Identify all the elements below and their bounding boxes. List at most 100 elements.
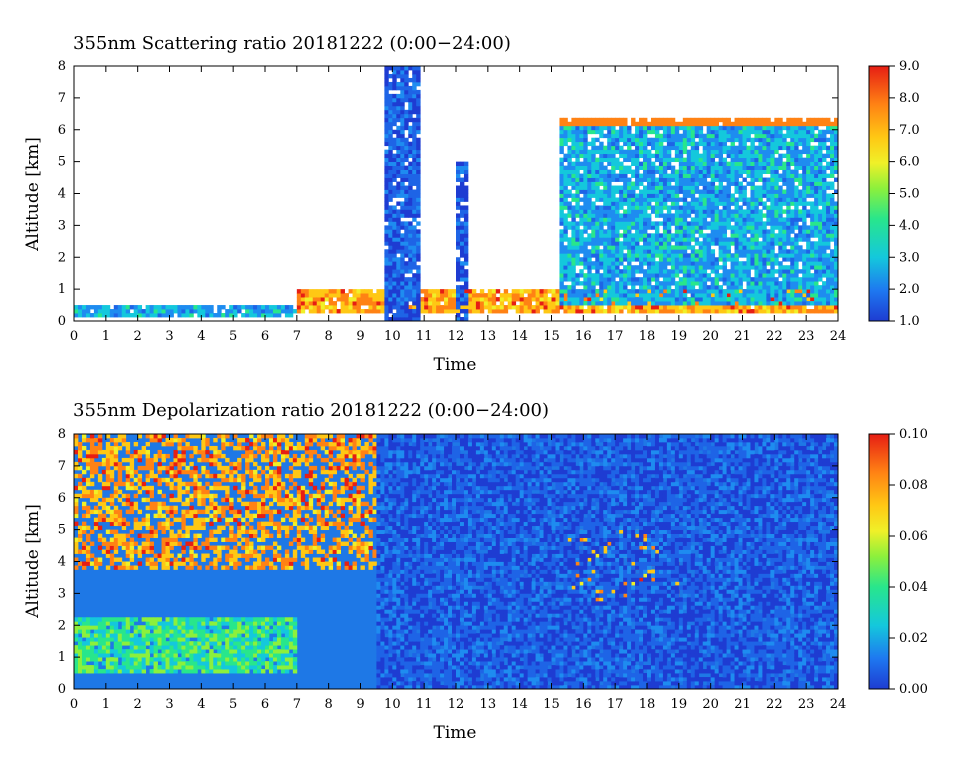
heatmap-cell <box>706 189 712 194</box>
heatmap-cell <box>392 153 397 159</box>
heatmap-cell <box>591 193 596 198</box>
heatmap-cell <box>643 293 648 298</box>
heatmap-cell <box>547 305 552 310</box>
heatmap-cell <box>734 137 739 143</box>
heatmap-cell <box>611 129 616 135</box>
heatmap-cell <box>686 161 692 167</box>
heatmap-cell <box>774 217 779 222</box>
heatmap-cell <box>678 169 684 174</box>
heatmap-cell <box>463 277 469 282</box>
heatmap-cell <box>408 125 413 131</box>
heatmap-cell <box>627 189 632 194</box>
heatmap-cell <box>137 549 143 554</box>
heatmap-cell <box>559 181 564 186</box>
heatmap-cell <box>666 165 672 170</box>
heatmap-cell <box>810 285 815 290</box>
heatmap-cell <box>388 265 393 270</box>
heatmap-cell <box>770 221 775 226</box>
heatmap-cell <box>698 309 704 314</box>
heatmap-cell <box>575 249 580 254</box>
heatmap-cell <box>766 193 771 198</box>
heatmap-cell <box>662 233 668 238</box>
heatmap-cell <box>440 293 445 298</box>
heatmap-cell <box>97 305 103 310</box>
heatmap-cell <box>416 297 421 302</box>
heatmap-cell <box>579 221 584 226</box>
heatmap-cell <box>81 549 87 554</box>
heatmap-cell <box>623 165 628 170</box>
heatmap-cell <box>571 297 576 302</box>
heatmap-cell <box>834 141 839 147</box>
heatmap-cell <box>97 445 103 451</box>
heatmap-cell <box>718 117 724 123</box>
heatmap-cell <box>412 73 417 79</box>
heatmap-cell <box>408 105 413 111</box>
heatmap-cell <box>563 257 568 262</box>
heatmap-cell <box>575 125 580 131</box>
heatmap-cell <box>416 129 421 135</box>
heatmap-cell <box>615 137 620 143</box>
heatmap-cell <box>818 137 823 143</box>
heatmap-cell <box>690 289 696 294</box>
heatmap-cell <box>826 229 831 234</box>
heatmap-cell <box>376 289 381 294</box>
heatmap-cell <box>109 313 115 318</box>
heatmap-cell <box>575 177 580 182</box>
heatmap-cell <box>774 289 779 294</box>
heatmap-cell <box>587 301 592 306</box>
heatmap-cell <box>619 297 624 302</box>
heatmap-cell <box>794 221 799 226</box>
heatmap-cell <box>559 241 564 246</box>
heatmap-cell <box>746 197 751 202</box>
heatmap-cell <box>408 97 413 103</box>
heatmap-cell <box>666 293 672 298</box>
heatmap-cell <box>567 285 572 290</box>
heatmap-cell <box>388 125 393 131</box>
heatmap-cell <box>734 281 739 286</box>
heatmap-cell <box>682 117 688 123</box>
heatmap-cell <box>603 301 608 306</box>
heatmap-cell <box>742 161 747 167</box>
heatmap-cell <box>567 165 572 170</box>
heatmap-cell <box>105 505 111 511</box>
heatmap-cell <box>666 125 672 131</box>
heatmap-cell <box>376 297 381 302</box>
heatmap-cell <box>416 293 421 298</box>
heatmap-cell <box>615 273 620 278</box>
heatmap-cell <box>694 289 700 294</box>
heatmap-cell <box>694 249 700 254</box>
heatmap-cell <box>806 285 811 290</box>
heatmap-cell <box>165 309 170 314</box>
heatmap-cell <box>424 305 429 310</box>
heatmap-cell <box>595 281 600 286</box>
heatmap-cell <box>658 141 664 147</box>
heatmap-cell <box>145 549 151 554</box>
heatmap-cell <box>400 121 405 127</box>
heatmap-cell <box>157 305 162 310</box>
heatmap-cell <box>810 261 815 266</box>
heatmap-cell <box>559 185 564 190</box>
heatmap-cell <box>463 241 469 246</box>
heatmap-cell <box>416 81 421 87</box>
heatmap-cell <box>834 133 839 139</box>
heatmap-cell <box>834 137 839 143</box>
heatmap-cell <box>392 185 397 190</box>
heatmap-cell <box>579 125 584 131</box>
heatmap-cell <box>647 269 652 274</box>
heatmap-cell <box>746 293 751 298</box>
heatmap-cell <box>650 297 656 302</box>
heatmap-cell <box>798 177 803 182</box>
heatmap-cell <box>416 229 421 234</box>
heatmap-cell <box>603 193 608 198</box>
heatmap-cell <box>121 493 127 499</box>
heatmap-cell <box>627 269 632 274</box>
heatmap-cell <box>738 141 743 147</box>
heatmap-cell <box>587 293 592 298</box>
heatmap-cell <box>392 261 397 266</box>
heatmap-cell <box>650 161 656 167</box>
heatmap-cell <box>400 101 405 107</box>
heatmap-cell <box>710 149 716 155</box>
heatmap-cell <box>702 165 708 170</box>
heatmap-cell <box>615 249 620 254</box>
heatmap-cell <box>758 121 763 127</box>
